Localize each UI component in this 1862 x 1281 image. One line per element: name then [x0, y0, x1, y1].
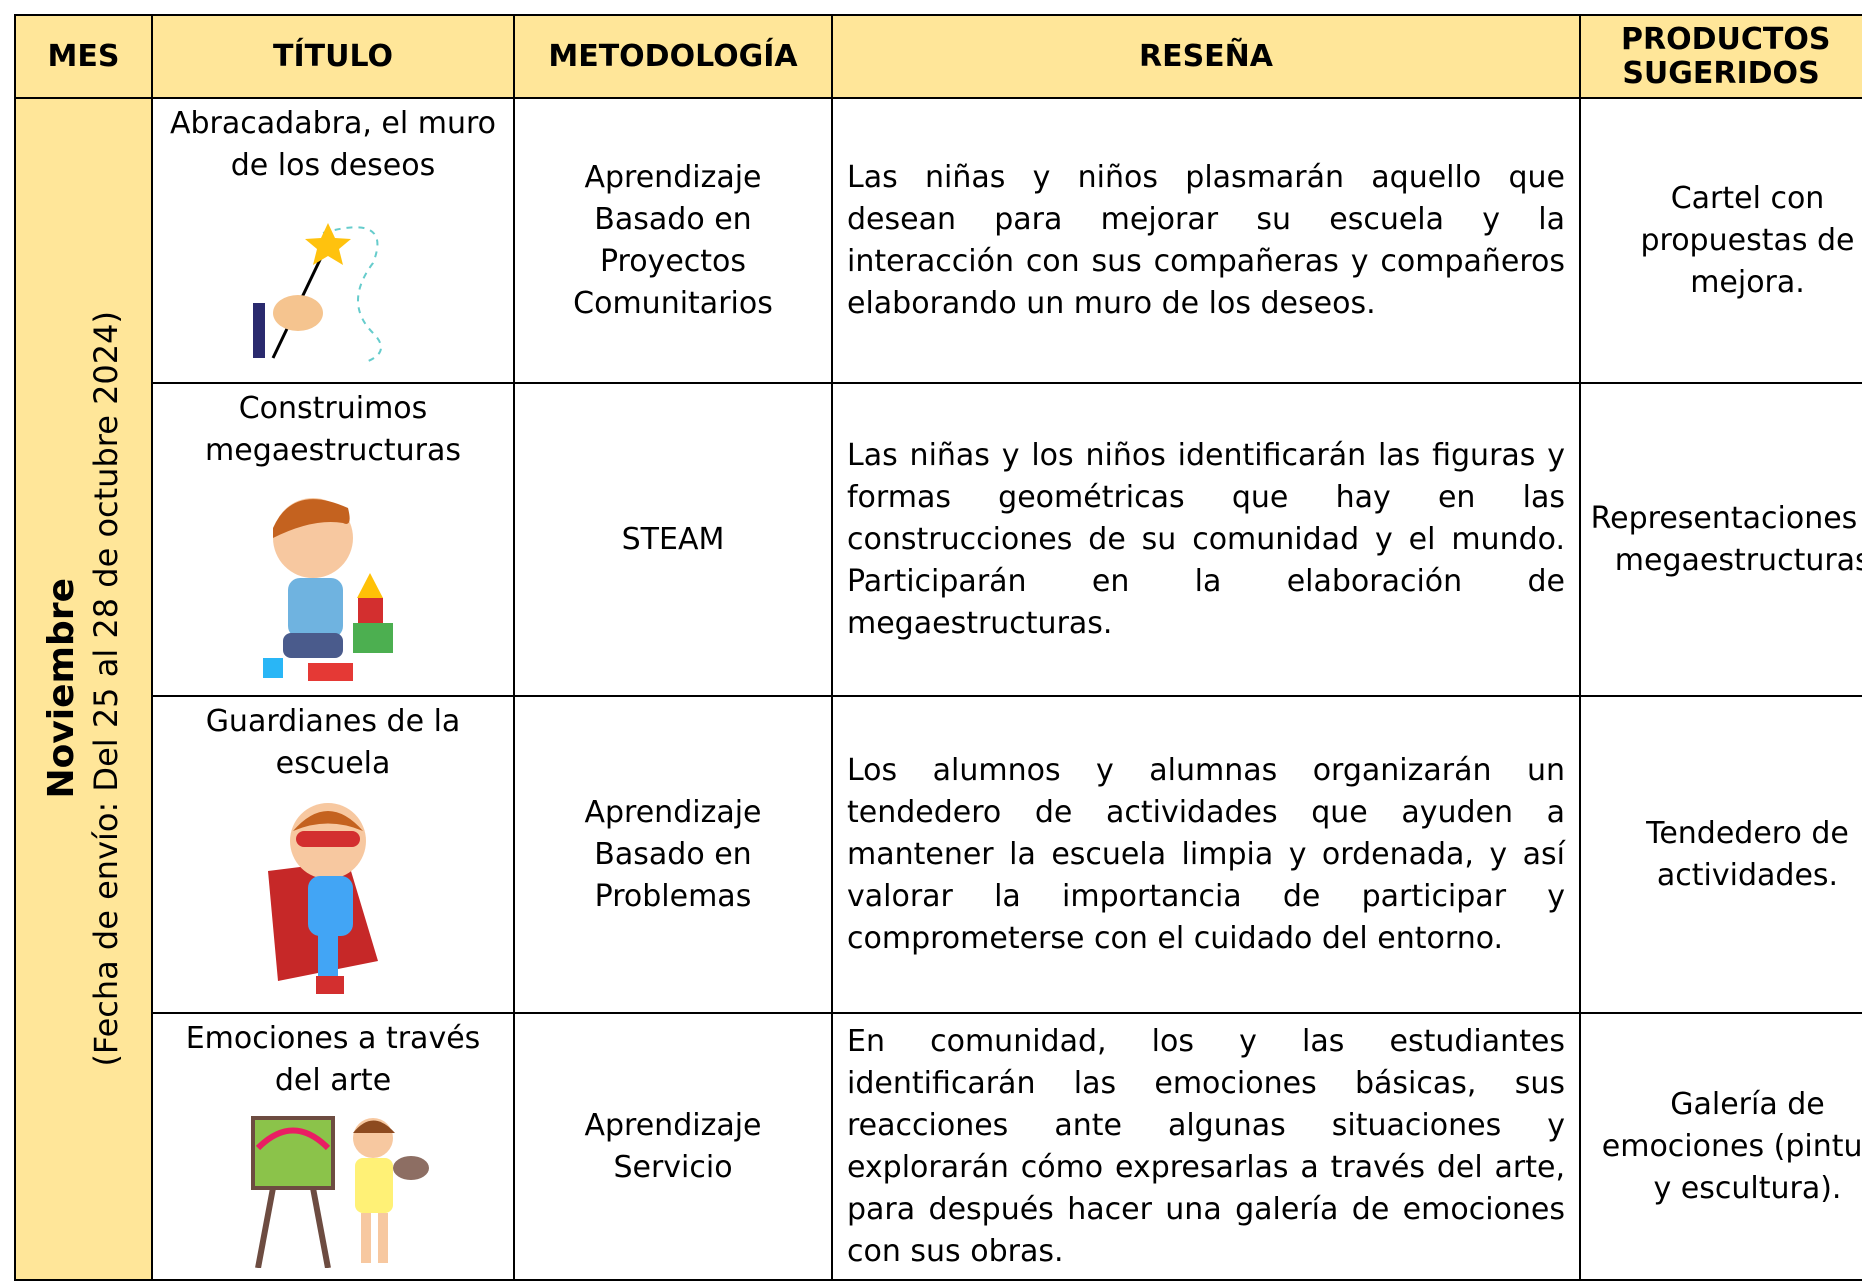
- summary-cell: Las niñas y los niños identificarán las …: [831, 382, 1581, 697]
- kid-blocks-illustration: [263, 498, 393, 681]
- products-cell: Tendedero de actividades.: [1579, 695, 1862, 1014]
- title-cell: Guardianes de la escuela: [151, 695, 515, 1014]
- row: Guardianes de la escuela Aprendizaje Bas…: [15, 695, 1862, 1014]
- hero-illustration: [268, 803, 378, 994]
- wand-illustration: [253, 223, 382, 363]
- methodology-cell: Aprendizaje Basado en Problemas: [513, 695, 833, 1014]
- row: Noviembre (Fecha de envío: Del 25 al 28 d…: [14, 97, 1862, 1281]
- summary-cell: En comunidad, los y las estudiantes iden…: [831, 1012, 1581, 1281]
- summary-cell: Los alumnos y alumnas organizarán un ten…: [831, 695, 1581, 1014]
- header-cell: RESEÑA: [831, 14, 1581, 99]
- header-cell: METODOLOGÍA: [513, 14, 833, 99]
- title: Construimos megaestructuras: [205, 391, 461, 468]
- header-cell: TÍTULO: [151, 14, 515, 99]
- month-label: Noviembre (Fecha de envío: Del 25 al 28 d…: [40, 311, 128, 1067]
- row: Emociones a través del arte Aprendizaje …: [15, 1012, 1862, 1281]
- month-note: (Fecha de envío: Del 25 al 28 de octubre…: [86, 311, 125, 1067]
- header-text: PRODUCTOS SUGERIDOS: [1621, 21, 1831, 91]
- row: Construimos megaestructuras STEAM Las ni…: [15, 382, 1862, 697]
- products-cell: Cartel con propuestas de mejora.: [1579, 97, 1862, 384]
- plan-table: MES TÍTULO METODOLOGÍA RESEÑA PRODUCTOS …: [14, 14, 1862, 1281]
- month-cell: Noviembre (Fecha de envío: Del 25 al 28 d…: [14, 97, 153, 1281]
- title: Abracadabra, el muro de los deseos: [169, 106, 496, 183]
- title-cell: Construimos megaestructuras: [151, 382, 515, 697]
- methodology-cell: Aprendizaje Servicio: [513, 1012, 833, 1281]
- products-cell: Galería de emociones (pintura y escultur…: [1579, 1012, 1862, 1281]
- header-row: MES TÍTULO METODOLOGÍA RESEÑA PRODUCTOS …: [14, 14, 1862, 99]
- title: Emociones a través del arte: [185, 1021, 481, 1098]
- methodology-cell: STEAM: [513, 382, 833, 697]
- summary-cell: Las niñas y niños plasmarán aquello que …: [831, 97, 1581, 384]
- header-cell: MES: [14, 14, 153, 99]
- methodology-cell: Aprendizaje Basado en Proyectos Comunita…: [513, 97, 833, 384]
- title: Guardianes de la escuela: [205, 704, 461, 781]
- month-name: Noviembre: [40, 578, 82, 800]
- painter-illustration: [251, 1116, 429, 1268]
- header-cell: PRODUCTOS SUGERIDOS: [1579, 14, 1862, 99]
- title-cell: Emociones a través del arte: [151, 1012, 515, 1281]
- title-cell: Abracadabra, el muro de los deseos: [151, 97, 515, 384]
- products-cell: Representaciones de megaestructuras.: [1579, 382, 1862, 697]
